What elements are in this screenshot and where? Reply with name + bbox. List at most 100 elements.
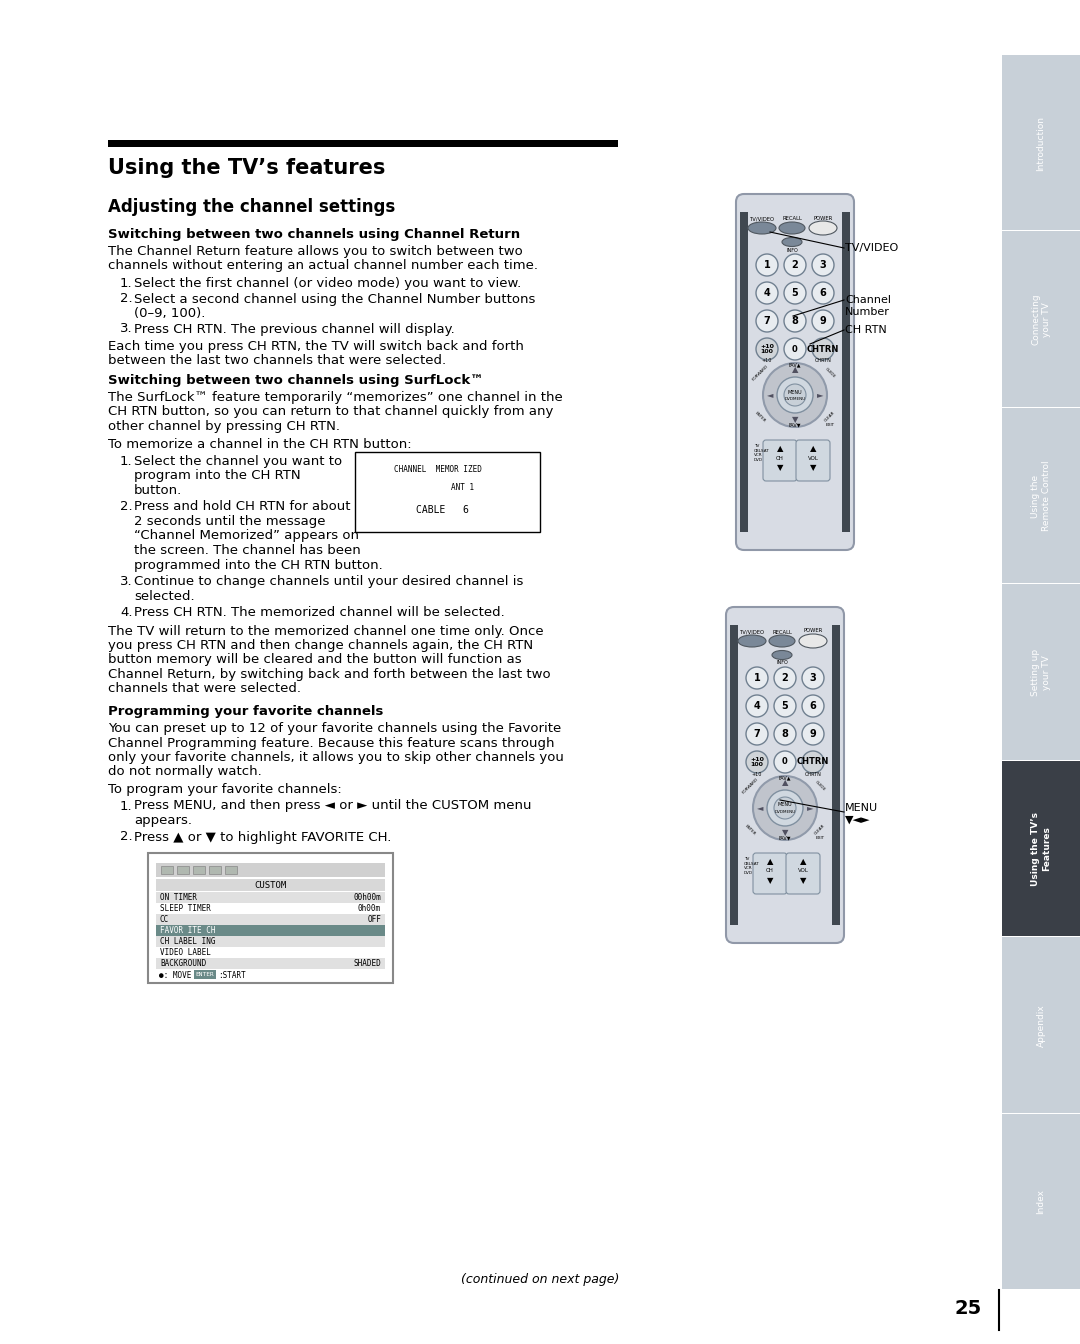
Text: ►: ► [816, 391, 823, 399]
Text: between the last two channels that were selected.: between the last two channels that were … [108, 355, 446, 367]
Circle shape [746, 723, 768, 745]
Text: (continued on next page): (continued on next page) [461, 1274, 619, 1286]
Text: CHTRN: CHTRN [807, 344, 839, 353]
Text: ▲: ▲ [810, 445, 816, 453]
Circle shape [784, 282, 806, 304]
Bar [842, 212, 850, 532]
Text: ▼: ▼ [767, 876, 773, 886]
Bar [1002, 407, 1080, 583]
Text: OFF: OFF [367, 915, 381, 925]
Text: 8: 8 [792, 316, 798, 327]
Circle shape [746, 667, 768, 689]
Text: ●: MOVE: ●: MOVE [159, 970, 191, 980]
Text: FORWARD: FORWARD [751, 364, 769, 382]
Bar [148, 853, 393, 982]
Text: BACKGROUND: BACKGROUND [160, 960, 206, 968]
Text: programmed into the CH RTN button.: programmed into the CH RTN button. [134, 559, 382, 571]
Text: TV/VIDEO: TV/VIDEO [740, 629, 765, 634]
Ellipse shape [782, 238, 802, 246]
Text: “Channel Memorized” appears on: “Channel Memorized” appears on [134, 530, 359, 543]
Text: 0: 0 [792, 344, 798, 353]
Text: Channel Programming feature. Because this feature scans through: Channel Programming feature. Because thi… [108, 737, 554, 750]
Text: 1.: 1. [120, 277, 133, 290]
Text: DVDMENU: DVDMENU [774, 810, 796, 814]
Text: ▼: ▼ [800, 876, 807, 886]
Text: Press and hold CH RTN for about: Press and hold CH RTN for about [134, 500, 351, 513]
Circle shape [774, 751, 796, 773]
Text: :START: :START [218, 970, 246, 980]
Bar [156, 958, 384, 969]
Text: Select the first channel (or video mode) you want to view.: Select the first channel (or video mode)… [134, 277, 522, 290]
Text: channels that were selected.: channels that were selected. [108, 683, 301, 695]
Text: ▲: ▲ [800, 857, 807, 867]
Circle shape [784, 254, 806, 276]
FancyBboxPatch shape [786, 853, 820, 894]
Bar [225, 866, 237, 874]
Text: other channel by pressing CH RTN.: other channel by pressing CH RTN. [108, 419, 340, 433]
Text: VOL: VOL [808, 456, 819, 461]
Text: INFO: INFO [786, 247, 798, 253]
Bar [156, 935, 384, 948]
Text: 4.: 4. [120, 606, 133, 620]
Text: ▲: ▲ [767, 857, 773, 867]
Text: MENU: MENU [787, 390, 802, 395]
Text: Press CH RTN. The previous channel will display.: Press CH RTN. The previous channel will … [134, 323, 455, 336]
Text: Connecting
your TV: Connecting your TV [1031, 294, 1051, 345]
Text: 1.: 1. [120, 800, 133, 813]
Text: Channel
Number: Channel Number [845, 294, 891, 317]
Text: ▼: ▼ [792, 415, 798, 425]
Text: 0h00m: 0h00m [357, 905, 381, 913]
Text: ▼: ▼ [777, 464, 783, 473]
Circle shape [756, 337, 778, 360]
Bar [210, 866, 221, 874]
Text: Press MENU, and then press ◄ or ► until the CUSTOM menu: Press MENU, and then press ◄ or ► until … [134, 800, 531, 813]
Text: INFO: INFO [777, 660, 788, 665]
Text: CC: CC [160, 915, 170, 925]
Text: ◄: ◄ [757, 804, 764, 813]
Circle shape [784, 337, 806, 360]
Bar [832, 625, 840, 925]
Bar [156, 863, 384, 878]
Circle shape [812, 254, 834, 276]
Text: 2 seconds until the message: 2 seconds until the message [134, 515, 325, 528]
Text: SHADED: SHADED [353, 960, 381, 968]
Text: You can preset up to 12 of your favorite channels using the Favorite: You can preset up to 12 of your favorite… [108, 722, 562, 735]
Text: channels without entering an actual channel number each time.: channels without entering an actual chan… [108, 259, 538, 273]
Text: ►: ► [807, 804, 813, 813]
Text: 6: 6 [820, 288, 826, 298]
Text: appears.: appears. [134, 814, 192, 827]
Bar [156, 914, 384, 925]
Text: RECALL: RECALL [782, 216, 802, 222]
Text: CHRTN: CHRTN [805, 771, 822, 777]
Circle shape [774, 723, 796, 745]
Circle shape [812, 337, 834, 360]
Point [993, 1282, 1005, 1298]
Text: CH RTN button, so you can return to that channel quickly from any: CH RTN button, so you can return to that… [108, 406, 553, 418]
Text: +10
100: +10 100 [760, 344, 774, 355]
Text: 7: 7 [764, 316, 770, 327]
Text: ANT 1: ANT 1 [451, 482, 474, 492]
Circle shape [762, 363, 827, 427]
Text: (0–9, 100).: (0–9, 100). [134, 306, 205, 320]
Ellipse shape [779, 222, 805, 234]
FancyBboxPatch shape [762, 439, 797, 481]
Bar [1002, 937, 1080, 1113]
Bar [355, 452, 540, 532]
Text: 25: 25 [955, 1298, 982, 1317]
Text: only your favorite channels, it allows you to skip other channels you: only your favorite channels, it allows y… [108, 751, 564, 763]
Text: Introduction: Introduction [1037, 116, 1045, 171]
Ellipse shape [738, 634, 766, 646]
Text: EXIT: EXIT [815, 836, 824, 840]
Text: FAV▼: FAV▼ [779, 836, 792, 840]
Bar [193, 866, 205, 874]
Text: 1.: 1. [120, 456, 133, 468]
Text: ENTER: ENTER [195, 972, 214, 977]
Text: 2: 2 [782, 673, 788, 683]
Text: CHTRN: CHTRN [797, 758, 829, 766]
Text: 6: 6 [810, 702, 816, 711]
Circle shape [812, 282, 834, 304]
Text: Select the channel you want to: Select the channel you want to [134, 456, 342, 468]
Text: ON TIMER: ON TIMER [160, 892, 197, 902]
Circle shape [753, 775, 816, 840]
Text: VOL: VOL [797, 868, 809, 874]
